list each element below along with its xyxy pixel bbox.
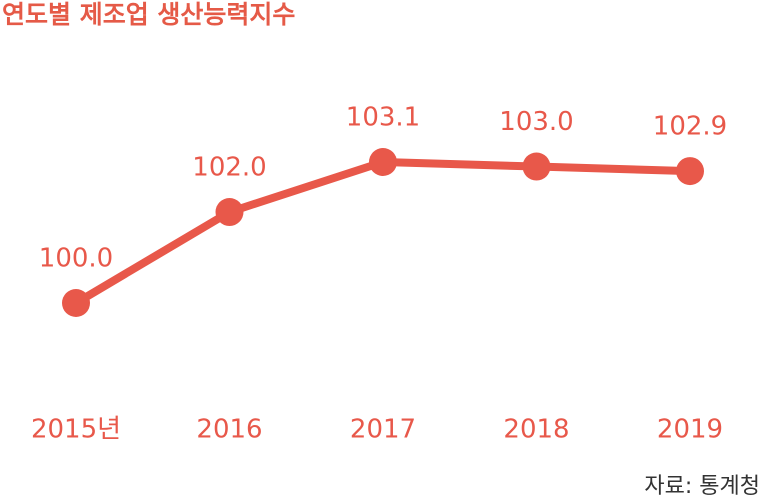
- point: [676, 157, 704, 186]
- chart-title: 연도별 제조업 생산능력지수: [2, 0, 295, 29]
- data-label: 103.1: [346, 103, 420, 133]
- x-tick-label: 2015년: [31, 415, 121, 445]
- x-tick-label: 2018: [503, 415, 569, 445]
- point: [215, 198, 244, 227]
- x-tick-label: 2019: [657, 415, 723, 445]
- point: [522, 152, 551, 181]
- line: [73, 158, 691, 307]
- source-note: 자료: 통계청: [644, 474, 760, 499]
- x-tick-label: 2016: [196, 415, 262, 445]
- data-label: 102.0: [192, 153, 266, 183]
- data-label: 100.0: [39, 244, 113, 274]
- point: [369, 148, 397, 176]
- data-label: 102.9: [653, 112, 727, 142]
- x-tick-label: 2017: [350, 415, 416, 445]
- data-label: 103.0: [499, 107, 573, 137]
- point: [62, 289, 90, 317]
